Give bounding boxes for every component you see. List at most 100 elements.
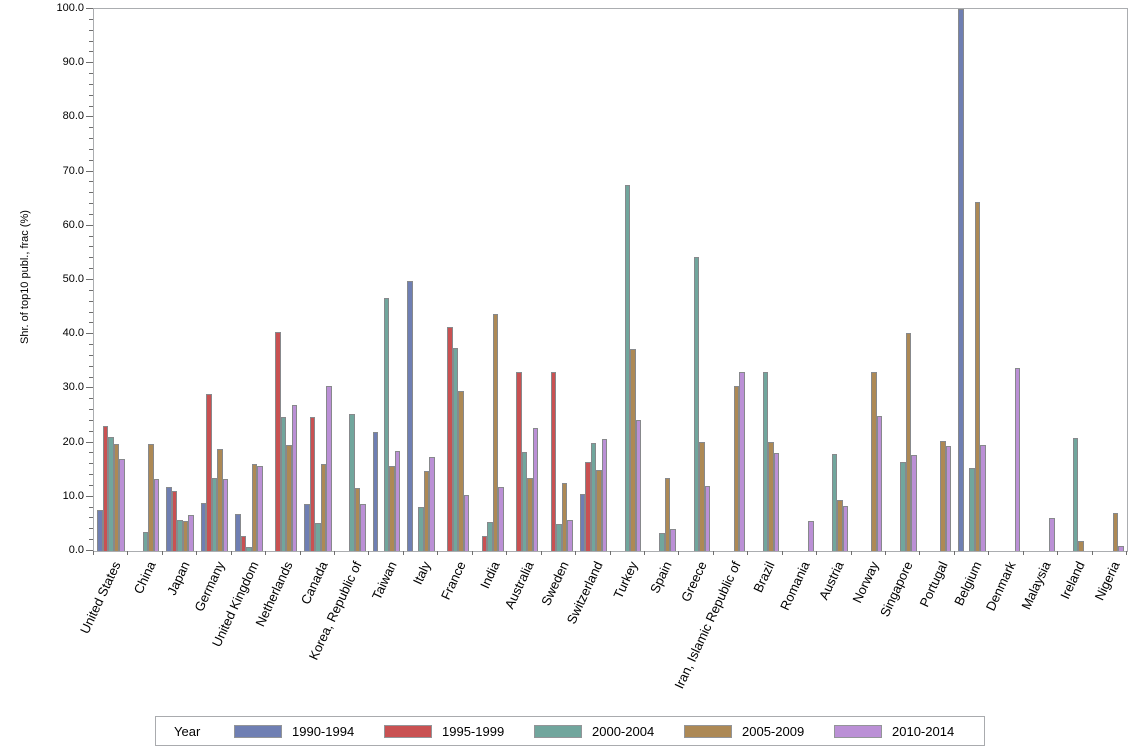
legend-swatch [534, 724, 582, 738]
y-tick-label: 90.0 [62, 56, 84, 69]
bar [447, 326, 453, 551]
y-tick [89, 528, 93, 530]
country-cluster [852, 9, 886, 551]
bar [304, 503, 310, 551]
country-cluster [438, 9, 472, 551]
x-axis-label: India [477, 559, 503, 591]
bar [670, 529, 676, 551]
x-axis-label: Austria [816, 559, 847, 603]
x-tick [575, 551, 577, 555]
y-tick [89, 484, 93, 486]
bar [1078, 541, 1084, 551]
x-axis-label: Ireland [1057, 559, 1088, 602]
bar [182, 521, 189, 551]
country-cluster [748, 9, 782, 551]
x-tick [402, 551, 404, 555]
x-axis-label: Japan [164, 559, 193, 598]
y-tick [89, 29, 93, 31]
x-tick [1091, 551, 1093, 555]
bar [251, 463, 258, 551]
y-tick [86, 387, 93, 389]
y-tick [89, 300, 93, 302]
bar [842, 506, 849, 551]
bar [291, 405, 298, 551]
bar [596, 470, 602, 551]
y-tick [89, 376, 93, 378]
bar [567, 519, 573, 551]
y-tick [89, 138, 93, 140]
bar [354, 487, 361, 551]
bar [429, 456, 435, 551]
country-cluster [679, 9, 713, 551]
bar [246, 546, 252, 551]
y-tick [89, 192, 93, 194]
y-tick [89, 354, 93, 356]
x-axis-label: Italy [410, 559, 434, 587]
x-tick [437, 551, 439, 555]
x-tick [609, 551, 611, 555]
legend-items: 1990-1994 1995-1999 2000-2004 2005-2009 2010… [212, 724, 984, 739]
country-cluster [1058, 9, 1092, 551]
y-tick [89, 430, 93, 432]
legend-label: 2000-2004 [592, 723, 655, 739]
bar [1072, 437, 1079, 551]
y-tick [89, 311, 93, 313]
bar [487, 521, 493, 551]
bar [206, 394, 212, 551]
bar [188, 514, 194, 551]
x-tick [265, 551, 267, 555]
country-cluster [473, 9, 507, 551]
x-axis-label: Taiwan [368, 559, 400, 603]
y-tick [89, 398, 93, 400]
y-tick [89, 409, 93, 411]
bar [481, 535, 488, 551]
bar [905, 332, 912, 551]
bar [113, 443, 120, 551]
y-tick [86, 170, 93, 172]
x-tick [816, 551, 818, 555]
legend-item: 2005-2009 [684, 724, 834, 739]
country-cluster [920, 9, 954, 551]
bar [837, 500, 843, 551]
bar [974, 201, 981, 551]
bar [102, 426, 109, 551]
bar [556, 524, 562, 551]
bar [762, 371, 769, 551]
y-tick-label: 70.0 [62, 164, 84, 177]
legend-label: 1995-1999 [442, 723, 505, 739]
bar [97, 510, 103, 551]
bar [876, 415, 883, 551]
bar [532, 427, 539, 551]
bar [635, 419, 642, 551]
x-axis-label: Greece [677, 559, 710, 604]
y-tick [89, 51, 93, 53]
country-cluster [611, 9, 645, 551]
bar [142, 532, 149, 551]
y-tick [86, 441, 93, 443]
legend-item: 1995-1999 [384, 724, 534, 739]
y-tick [89, 246, 93, 248]
bar [630, 348, 636, 551]
legend-label: 1990-1994 [292, 723, 355, 739]
bar [1118, 545, 1124, 551]
bar [177, 519, 183, 551]
bar [521, 451, 528, 551]
y-tick [89, 419, 93, 421]
bar [372, 432, 379, 551]
y-tick-label: 10.0 [62, 489, 84, 502]
bar [958, 9, 964, 551]
y-tick-label: 40.0 [62, 327, 84, 340]
y-tick [89, 463, 93, 465]
country-cluster [714, 9, 748, 551]
bar [561, 483, 568, 551]
y-tick [86, 550, 93, 551]
country-cluster [817, 9, 851, 551]
bar [940, 440, 946, 551]
country-cluster [404, 9, 438, 551]
country-cluster [576, 9, 610, 551]
x-axis-label: Nigeria [1091, 559, 1123, 603]
bar [693, 256, 700, 551]
country-cluster [955, 9, 989, 551]
legend-item: 2010-2014 [834, 724, 984, 739]
